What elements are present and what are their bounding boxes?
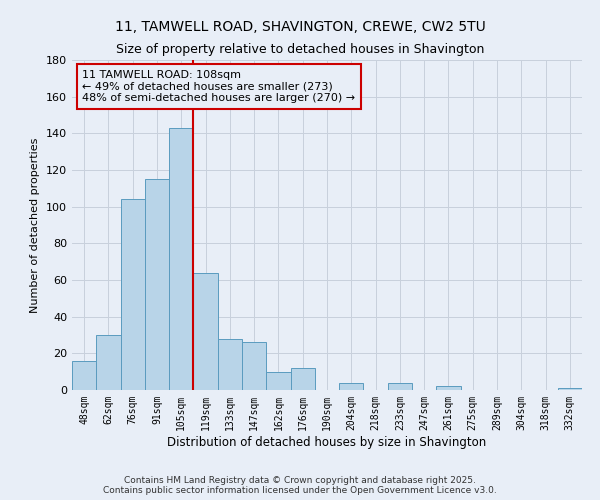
Bar <box>339 382 364 390</box>
Bar <box>266 372 290 390</box>
Text: 11, TAMWELL ROAD, SHAVINGTON, CREWE, CW2 5TU: 11, TAMWELL ROAD, SHAVINGTON, CREWE, CW2… <box>115 20 485 34</box>
Bar <box>218 338 242 390</box>
Bar <box>242 342 266 390</box>
Bar <box>145 179 169 390</box>
X-axis label: Distribution of detached houses by size in Shavington: Distribution of detached houses by size … <box>167 436 487 448</box>
Bar <box>388 382 412 390</box>
Text: Size of property relative to detached houses in Shavington: Size of property relative to detached ho… <box>116 42 484 56</box>
Bar <box>72 360 96 390</box>
Bar <box>96 335 121 390</box>
Bar <box>169 128 193 390</box>
Bar <box>193 272 218 390</box>
Bar <box>436 386 461 390</box>
Bar <box>121 200 145 390</box>
Text: 11 TAMWELL ROAD: 108sqm
← 49% of detached houses are smaller (273)
48% of semi-d: 11 TAMWELL ROAD: 108sqm ← 49% of detache… <box>82 70 355 103</box>
Bar <box>558 388 582 390</box>
Bar <box>290 368 315 390</box>
Text: Contains HM Land Registry data © Crown copyright and database right 2025.
Contai: Contains HM Land Registry data © Crown c… <box>103 476 497 495</box>
Y-axis label: Number of detached properties: Number of detached properties <box>31 138 40 312</box>
